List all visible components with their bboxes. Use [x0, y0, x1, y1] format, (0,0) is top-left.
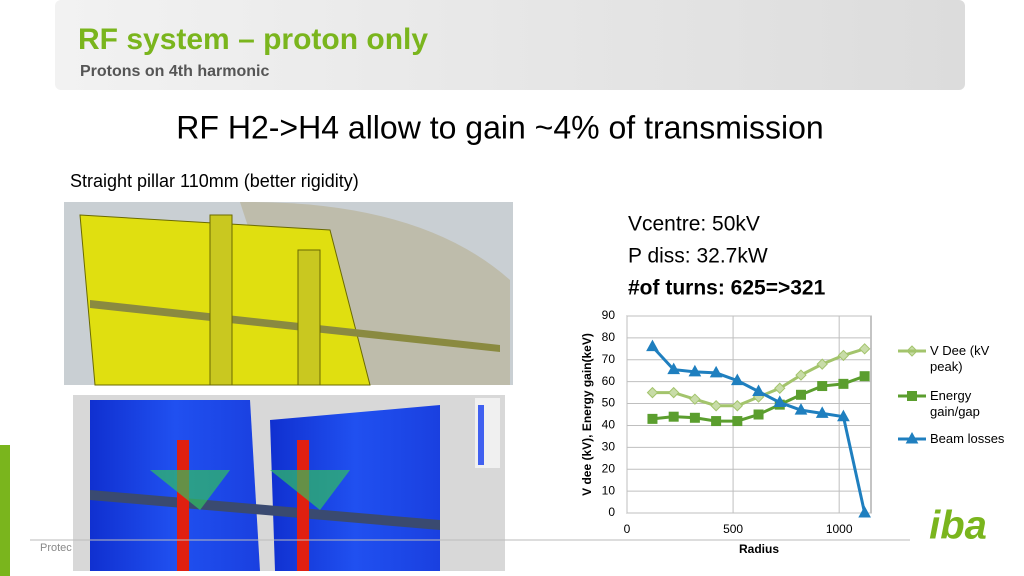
caption: Straight pillar 110mm (better rigidity) [70, 171, 359, 191]
marker [774, 382, 786, 394]
y-tick-label: 30 [602, 440, 616, 454]
spec: #of turns: 625=>321 [628, 277, 826, 300]
x-axis-label: Radius [739, 542, 779, 556]
marker [795, 369, 807, 381]
marker [689, 412, 700, 423]
marker [817, 381, 828, 392]
marker [795, 389, 806, 400]
marker [689, 393, 701, 405]
y-tick-label: 0 [608, 505, 615, 519]
marker [773, 395, 787, 407]
x-tick-label: 500 [723, 522, 743, 536]
marker [667, 362, 681, 375]
x-tick-label: 1000 [826, 522, 853, 536]
cad-image [64, 201, 513, 386]
marker [710, 400, 722, 412]
marker [752, 384, 765, 397]
x-tick-label: 0 [624, 522, 631, 536]
marker [730, 373, 744, 386]
marker [794, 403, 808, 415]
y-tick-label: 50 [602, 396, 616, 410]
legend-label: Energy gain/gap [930, 388, 980, 419]
title: RF system – proton only [78, 23, 428, 56]
subtitle: Protons on 4th harmonic [80, 63, 269, 80]
legend-label: Beam losses [930, 431, 1005, 446]
y-tick-label: 10 [602, 483, 616, 497]
field-image [73, 395, 505, 571]
marker [816, 358, 828, 370]
marker [646, 386, 659, 399]
footer: Protec [40, 542, 72, 554]
marker [838, 378, 849, 389]
spec: P diss: 32.7kW [628, 245, 768, 268]
y-tick-label: 70 [602, 352, 616, 366]
y-tick-label: 90 [602, 308, 616, 322]
marker [731, 400, 744, 412]
marker [646, 339, 659, 352]
header-band [55, 0, 965, 90]
y-tick-label: 80 [602, 330, 616, 344]
marker [667, 386, 680, 399]
y-axis-label: V dee (kV), Energy gain(keV) [580, 333, 594, 496]
marker [732, 416, 743, 427]
marker [753, 409, 764, 420]
headline: RF H2->H4 allow to gain ~4% of transmiss… [176, 109, 823, 145]
marker [688, 364, 702, 377]
marker [668, 411, 679, 422]
y-tick-label: 60 [602, 374, 616, 388]
marker [711, 416, 722, 427]
marker [858, 505, 871, 518]
y-tick-label: 40 [602, 418, 616, 432]
marker [647, 413, 658, 424]
logo: iba [929, 504, 987, 548]
marker [815, 406, 829, 418]
marker [859, 371, 870, 382]
chart: 0 10 20 30 40 50 60 70 80 90 0 500 1000 Radius V dee (… [580, 308, 919, 556]
spec: Vcentre: 50kV [628, 213, 760, 236]
legend-label: V Dee (kV peak) [930, 343, 990, 374]
marker [709, 365, 723, 378]
y-tick-label: 20 [602, 461, 616, 475]
marker [837, 349, 850, 362]
side-bar [0, 445, 10, 576]
marker [858, 343, 871, 355]
marker [837, 409, 850, 422]
